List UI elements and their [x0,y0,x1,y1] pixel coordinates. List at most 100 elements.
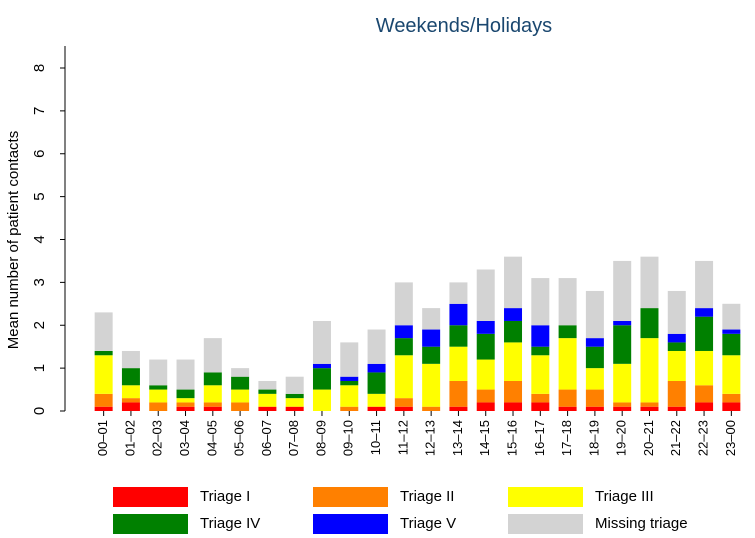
bar-segment [558,325,577,339]
bar-segment [367,372,386,394]
bar-segment [667,380,686,407]
y-tick-label: 5 [31,192,48,200]
x-tick-label: 21–22 [668,420,683,456]
bar-segment [312,389,331,411]
bar-segment [476,269,495,321]
bar-segment [667,406,686,411]
x-tick-label: 06–07 [259,420,274,456]
y-tick-label: 0 [31,407,48,415]
x-tick-label: 00–01 [95,420,110,456]
bar-segment [312,363,331,369]
x-tick-label: 09–10 [341,420,356,456]
bar-segment [394,325,413,339]
bar-segment [394,338,413,356]
bar-segment [722,329,741,334]
bar-segment [121,398,140,403]
bar-segment [613,402,632,407]
bar-segment [340,406,359,411]
bar-segment [203,338,222,373]
bar-segment [695,402,714,411]
bar-segment [585,389,604,407]
bar-segment [340,376,359,381]
legend-swatch [313,514,388,534]
chart-title: Weekends/Holidays [376,15,552,37]
bar-segment [367,393,386,407]
x-tick-label: 22–23 [696,420,711,456]
legend-label: Triage II [400,488,454,505]
bar-segment [258,406,277,411]
bar-segment [531,393,550,403]
y-tick-label: 7 [31,107,48,115]
legend-swatch [313,487,388,507]
y-tick-label: 1 [31,364,48,372]
bar-segment [258,380,277,390]
bar-segment [640,256,659,309]
bar-segment [476,359,495,390]
bar-segment [667,333,686,343]
bar-segment [585,368,604,390]
bar-segment [367,406,386,411]
bar-segment [722,402,741,411]
bar-segment [176,398,195,403]
x-tick-label: 19–20 [614,420,629,456]
bar-segment [422,346,441,364]
bar-segment [449,380,468,407]
bar-segment [394,406,413,411]
bar-segment [394,282,413,326]
bar-segment [504,256,523,309]
bar-segment [476,333,495,360]
bar-segment [558,389,577,407]
y-tick-label: 6 [31,150,48,158]
bar-segment [722,355,741,394]
legend-label: Triage V [400,515,456,532]
bar-segment [585,346,604,369]
bar-segment [504,380,523,403]
bar-segment [394,398,413,407]
legend-swatch [113,487,188,507]
bar-segment [695,308,714,317]
bar-segment [121,368,140,386]
bar-segment [585,406,604,411]
bar-segment [149,385,168,390]
legend-label: Triage I [200,488,250,505]
bar-segment [722,393,741,403]
bar-segment [585,290,604,339]
bar-segment [667,342,686,351]
bar-segment [258,393,277,407]
bar-segment [613,320,632,326]
bar-segment [231,402,250,411]
bar-segment [340,380,359,386]
bar-segment [340,342,359,377]
bar-segment [149,389,168,403]
bar-segment [640,338,659,403]
x-tick-label: 05–06 [232,420,247,456]
bar-segment [203,402,222,407]
bar-segment [558,406,577,411]
bar-segment [149,402,168,411]
x-tick-label: 20–21 [641,420,656,456]
bar-segment [176,359,195,390]
x-tick-label: 02–03 [150,420,165,456]
bar-segment [504,402,523,411]
x-tick-label: 07–08 [286,420,301,456]
bar-segment [504,342,523,381]
bar-segment [449,346,468,381]
x-tick-label: 18–19 [586,420,601,456]
bar-segment [613,363,632,403]
y-tick-label: 3 [31,278,48,286]
bar-segment [203,372,222,386]
bar-segment [531,402,550,411]
bar-segment [422,308,441,330]
bar-segment [504,320,523,343]
bar-segment [449,406,468,411]
bar-segment [94,393,113,407]
x-tick-label: 14–15 [477,420,492,456]
bar-segment [695,260,714,309]
bar-segment [231,368,250,377]
bar-segment [94,312,113,351]
bar-segment [722,333,741,356]
bar-segment [340,385,359,407]
bar-segment [585,338,604,347]
bar-segment [449,303,468,326]
